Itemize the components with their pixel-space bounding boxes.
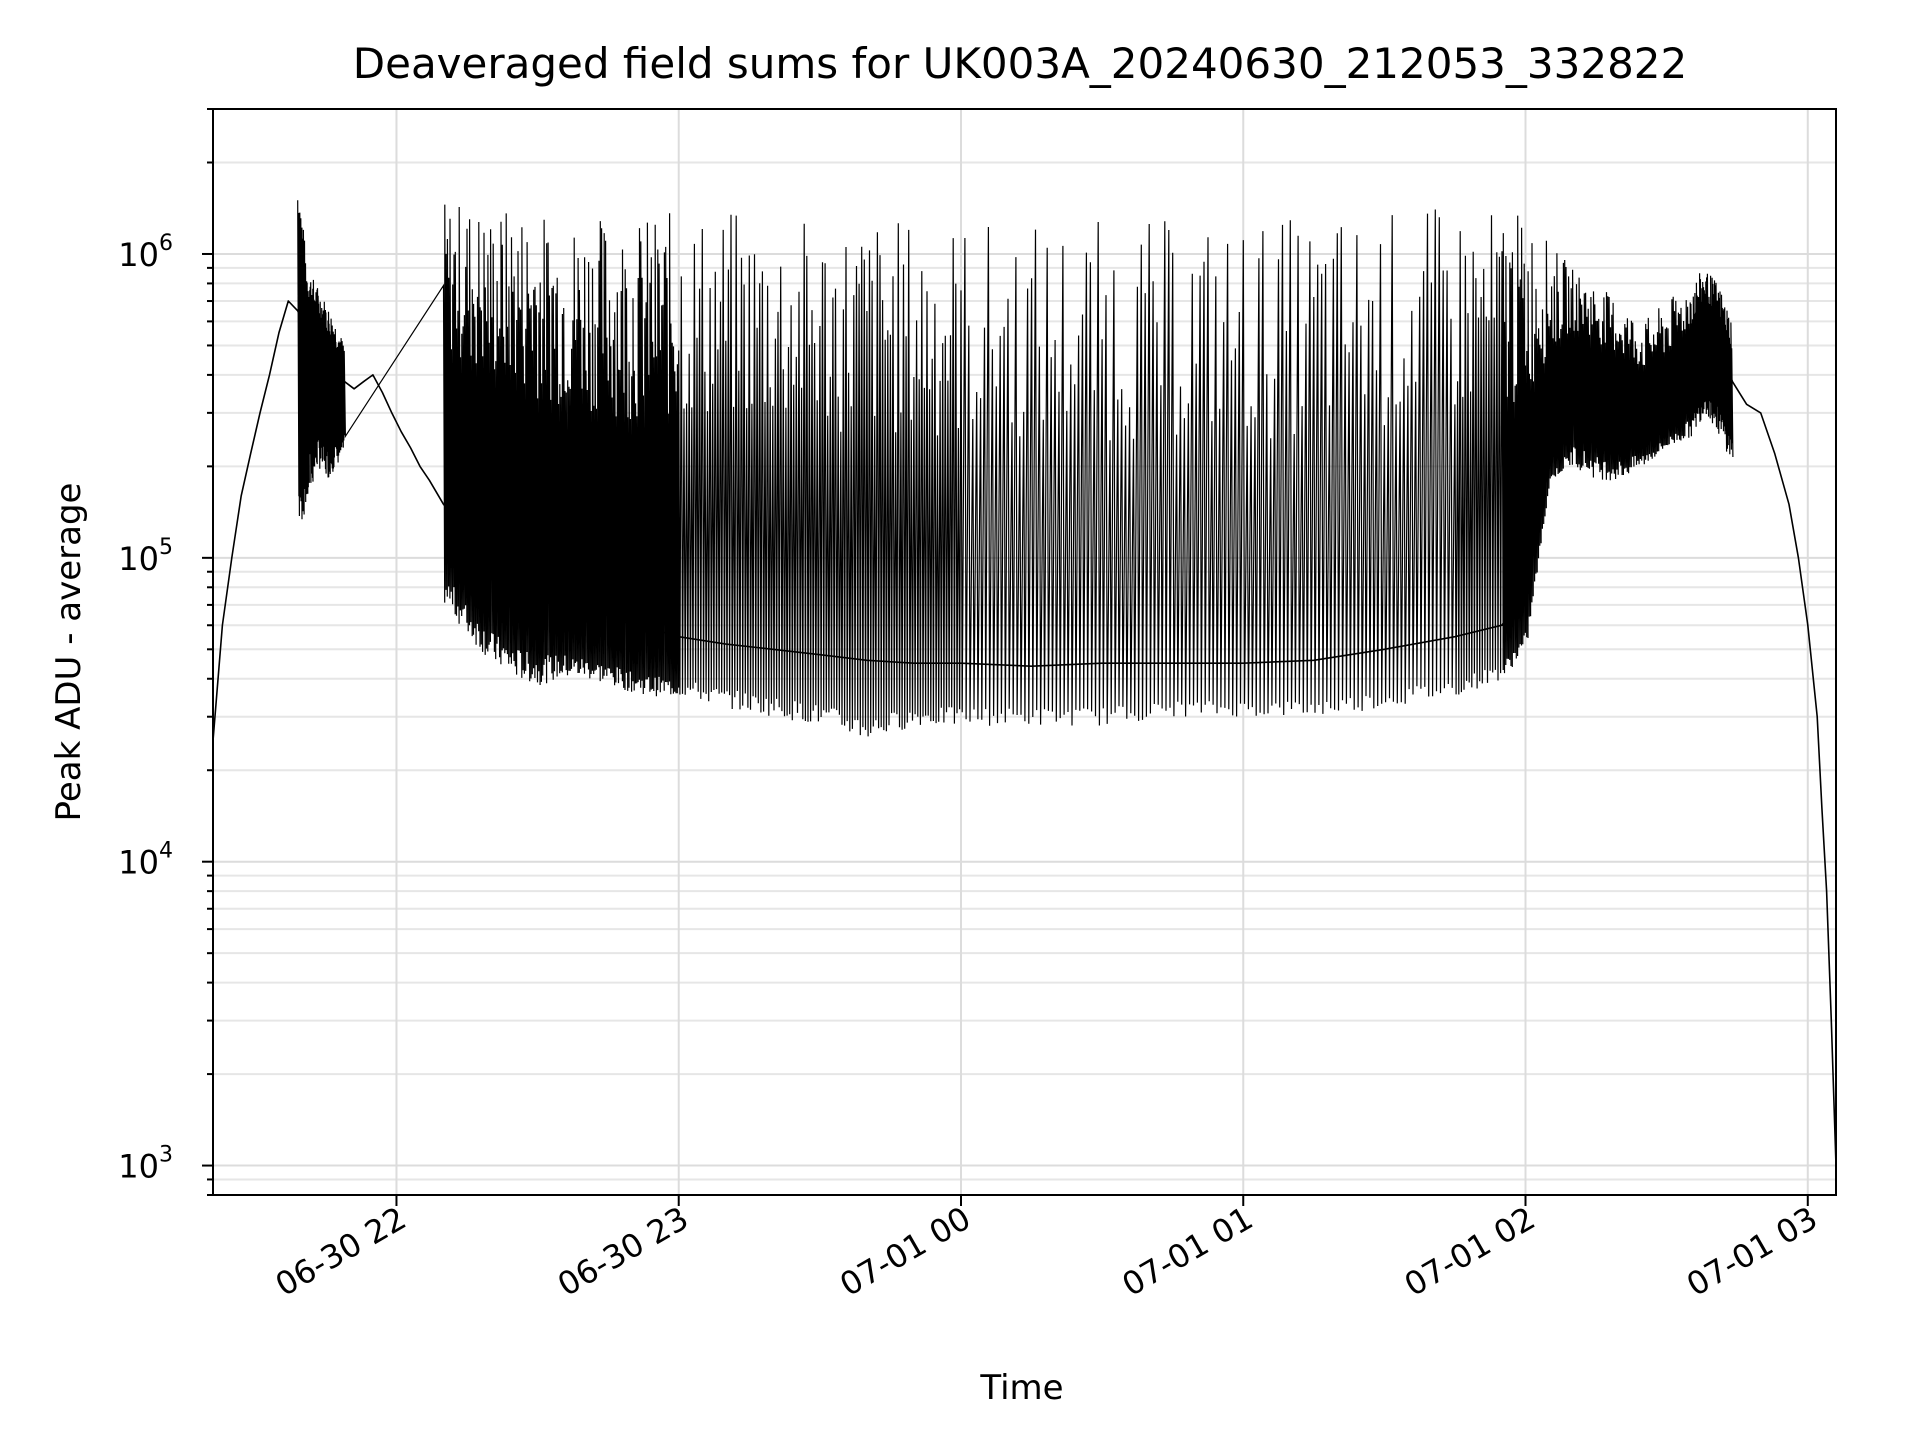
plot-frame xyxy=(212,108,1837,1196)
plot-area xyxy=(212,200,1837,1166)
series-spike-line xyxy=(297,200,1734,737)
y-tick-exponent: 6 xyxy=(159,231,173,256)
x-axis-label: Time xyxy=(979,1368,1063,1408)
y-tick-exponent: 3 xyxy=(159,1143,173,1168)
y-tick-exponent: 4 xyxy=(159,839,173,864)
y-axis-label: Peak ADU - average xyxy=(49,483,89,822)
y-tick-exponent: 5 xyxy=(159,535,173,560)
chart-title: Deaveraged field sums for UK003A_2024063… xyxy=(353,39,1687,88)
